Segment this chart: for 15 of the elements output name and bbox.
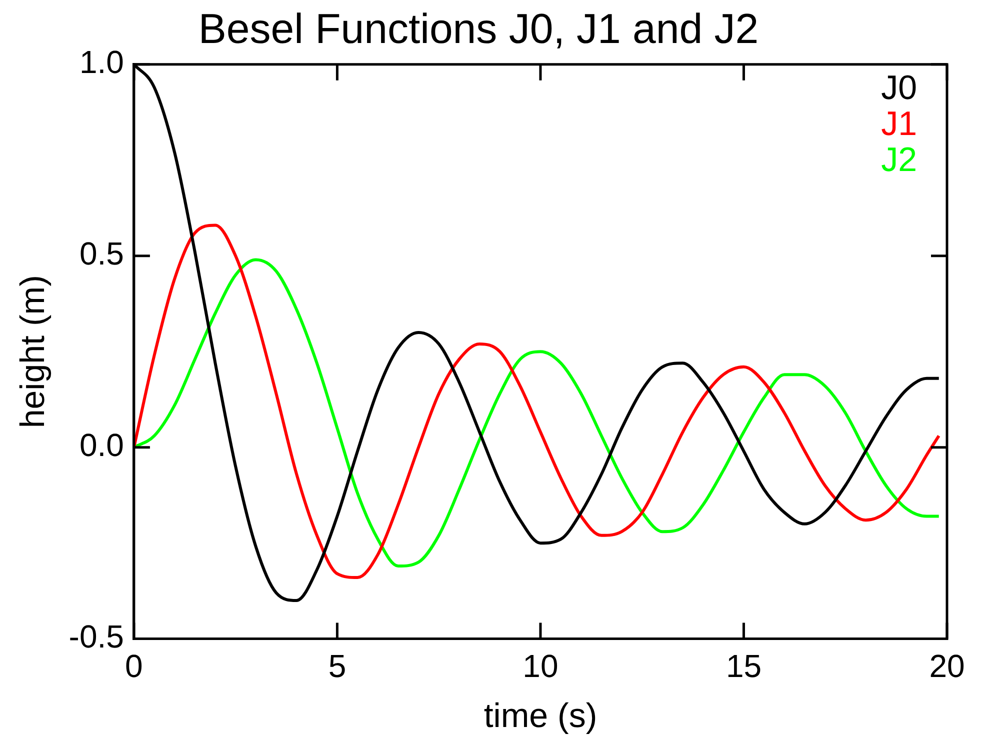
x-tick-label: 5 bbox=[328, 648, 346, 684]
x-tick-label: 0 bbox=[125, 648, 143, 684]
chart-title: Besel Functions J0, J1 and J2 bbox=[198, 4, 759, 52]
y-tick-label: -0.5 bbox=[68, 618, 124, 655]
x-axis-title: time (s) bbox=[484, 696, 598, 735]
legend-label: J0 bbox=[881, 68, 917, 107]
y-tick-label: 0.5 bbox=[79, 236, 124, 272]
x-tick-label: 10 bbox=[522, 648, 558, 684]
x-tick-label: 20 bbox=[929, 648, 965, 684]
y-axis-title: height (m) bbox=[14, 275, 52, 428]
y-tick-label: 1.0 bbox=[79, 44, 124, 80]
x-tick-label: 15 bbox=[726, 648, 762, 684]
text: J2 bbox=[881, 140, 917, 179]
text: J1 bbox=[881, 104, 917, 143]
y-tick-label: 0.0 bbox=[79, 427, 124, 464]
